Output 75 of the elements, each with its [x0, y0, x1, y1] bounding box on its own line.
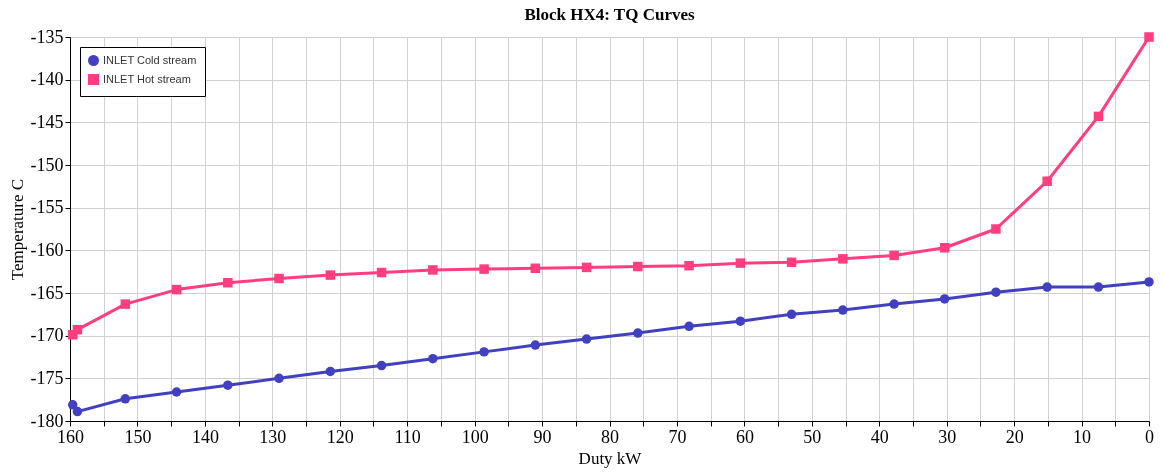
y-tick-label: -145: [30, 111, 64, 132]
x-tick-label: 60: [735, 426, 754, 447]
point: [325, 270, 336, 280]
point: [939, 294, 950, 304]
point: [376, 360, 387, 371]
y-tick-label: -155: [30, 197, 64, 218]
x-tick-label: 70: [668, 426, 687, 447]
y-tick-label: -165: [30, 282, 64, 303]
point: [889, 250, 899, 261]
point: [633, 328, 643, 338]
x-tick-label: 20: [1005, 426, 1024, 447]
point: [479, 264, 489, 274]
point: [120, 299, 131, 309]
point: [991, 224, 1001, 234]
point: [889, 299, 899, 309]
y-tick-label: -175: [30, 367, 64, 388]
point: [1144, 32, 1154, 42]
x-tick-label: 90: [533, 426, 552, 447]
x-tick-label: 30: [938, 426, 957, 447]
point: [1093, 282, 1104, 292]
point: [530, 263, 541, 273]
point: [274, 373, 284, 384]
point: [1042, 176, 1052, 186]
x-tick-label: 130: [259, 426, 287, 447]
x-tick-label: 120: [326, 426, 354, 447]
point: [171, 387, 182, 397]
point: [838, 254, 848, 264]
legend-label: INLET Cold stream: [103, 53, 197, 66]
point: [274, 273, 284, 284]
point: [633, 261, 643, 272]
point: [479, 347, 489, 357]
legend-label: INLET Hot stream: [103, 72, 191, 85]
y-tick-label: -170: [30, 325, 64, 346]
x-tick-label: 40: [870, 426, 889, 447]
y-tick-label: -150: [30, 154, 64, 175]
point: [1093, 111, 1104, 122]
point: [428, 265, 438, 275]
x-tick-label: 110: [394, 426, 421, 447]
point: [171, 284, 182, 295]
point: [72, 324, 83, 335]
y-axis-title: Temperature C: [7, 178, 27, 281]
point: [786, 257, 797, 268]
point: [376, 267, 387, 278]
point: [581, 262, 592, 273]
x-tick-label: 150: [124, 426, 152, 447]
point: [72, 406, 83, 417]
point: [735, 316, 746, 326]
point: [786, 309, 797, 320]
point: [530, 340, 541, 350]
x-tick-label: 80: [601, 426, 619, 447]
point: [223, 278, 233, 288]
point: [939, 243, 950, 253]
point: [67, 400, 78, 410]
x-tick-label: 100: [461, 426, 489, 447]
point: [838, 305, 848, 315]
x-tick-label: 140: [191, 426, 219, 447]
point: [223, 380, 233, 390]
chart-title: Block HX4: TQ Curves: [524, 5, 695, 24]
point: [1042, 282, 1052, 292]
x-tick-label: 0: [1145, 426, 1154, 447]
point: [684, 260, 694, 271]
y-tick-label: -135: [30, 26, 64, 47]
point: [735, 258, 746, 268]
x-tick-label: 10: [1073, 426, 1092, 447]
point: [684, 321, 694, 332]
point: [120, 394, 131, 404]
point: [325, 366, 336, 377]
x-axis-title: Duty kW: [578, 448, 643, 468]
point: [991, 287, 1001, 297]
y-tick-label: -160: [30, 239, 64, 260]
point: [581, 334, 592, 344]
point: [428, 353, 438, 364]
y-tick-label: -140: [30, 69, 64, 90]
x-tick-label: 50: [803, 426, 822, 447]
point: [1144, 277, 1154, 287]
